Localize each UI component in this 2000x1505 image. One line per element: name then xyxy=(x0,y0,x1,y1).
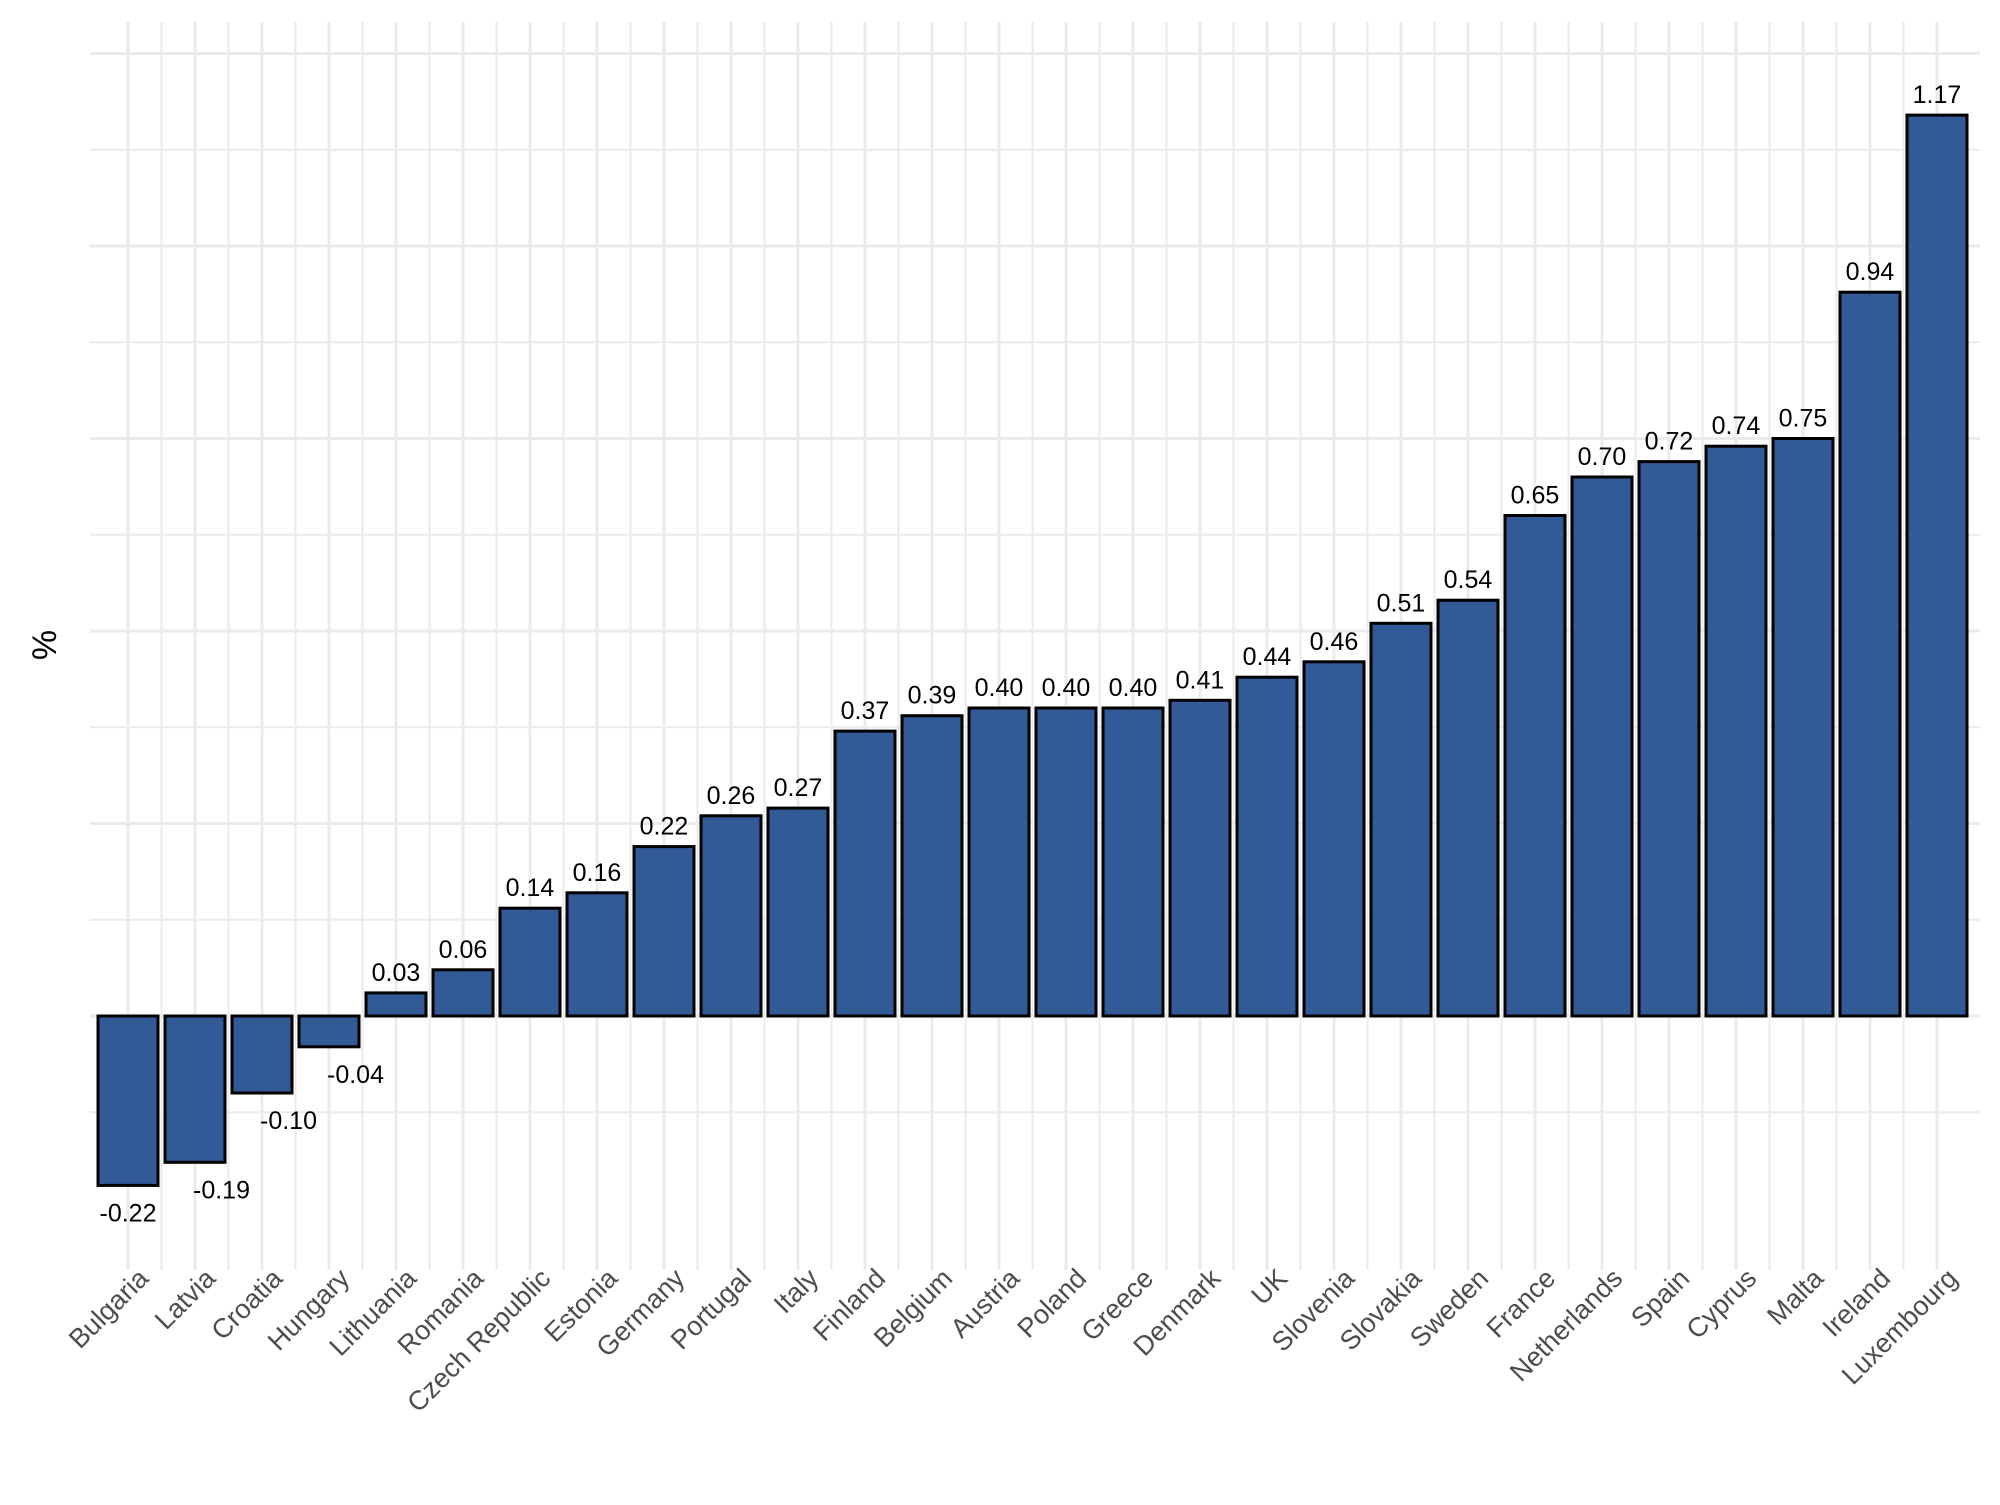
x-tick-label: UK xyxy=(1246,1263,1294,1311)
value-label: 1.17 xyxy=(1913,81,1962,109)
bar-denmark xyxy=(1170,700,1230,1016)
value-label: 0.41 xyxy=(1176,666,1225,694)
x-tick-label: Austria xyxy=(945,1262,1026,1343)
bar-portugal xyxy=(701,816,761,1016)
bar-luxembourg xyxy=(1907,115,1967,1016)
bar-slovenia xyxy=(1304,662,1364,1016)
value-label: -0.19 xyxy=(193,1176,250,1204)
value-label: 0.03 xyxy=(372,959,421,987)
value-label: 0.16 xyxy=(573,859,622,887)
value-label: 0.94 xyxy=(1846,258,1895,286)
value-label: 0.40 xyxy=(1109,674,1158,702)
bar-spain xyxy=(1639,462,1699,1016)
value-label: 0.54 xyxy=(1444,566,1493,594)
bar-latvia xyxy=(165,1016,225,1162)
x-tick-layer: BulgariaLatviaCroatiaHungaryLithuaniaRom… xyxy=(63,1262,1963,1418)
bar-ireland xyxy=(1840,292,1900,1016)
value-label: 0.46 xyxy=(1310,628,1359,656)
x-tick-label: Cyprus xyxy=(1681,1263,1763,1345)
bar-finland xyxy=(835,731,895,1016)
bar-sweden xyxy=(1438,600,1498,1016)
bar-estonia xyxy=(567,893,627,1016)
bar-cyprus xyxy=(1706,446,1766,1016)
value-label: -0.04 xyxy=(327,1061,384,1089)
y-axis-title: % xyxy=(26,630,64,660)
value-label: 0.44 xyxy=(1243,643,1292,671)
value-label: 0.37 xyxy=(841,697,890,725)
bar-greece xyxy=(1103,708,1163,1016)
bar-austria xyxy=(969,708,1029,1016)
bar-italy xyxy=(768,808,828,1016)
value-label: 0.72 xyxy=(1645,428,1694,456)
value-label: 0.74 xyxy=(1712,412,1761,440)
value-label: -0.22 xyxy=(100,1199,157,1227)
value-label: 0.51 xyxy=(1377,589,1426,617)
value-label: 0.75 xyxy=(1779,405,1828,433)
value-label: 0.06 xyxy=(439,936,488,964)
bar-belgium xyxy=(902,716,962,1016)
bar-croatia xyxy=(232,1016,292,1093)
value-label: 0.27 xyxy=(774,774,823,802)
value-label: 0.22 xyxy=(640,813,689,841)
value-label: 0.70 xyxy=(1578,443,1627,471)
value-label: 0.65 xyxy=(1511,482,1560,510)
bar-bulgaria xyxy=(98,1016,158,1185)
bar-romania xyxy=(433,970,493,1016)
bar-lithuania xyxy=(366,993,426,1016)
bar-slovakia xyxy=(1371,623,1431,1016)
value-label: 0.40 xyxy=(975,674,1024,702)
value-label: 0.26 xyxy=(707,782,756,810)
bar-malta xyxy=(1773,439,1833,1017)
value-label: 0.40 xyxy=(1042,674,1091,702)
bar-czech-republic xyxy=(500,908,560,1016)
bar-germany xyxy=(634,847,694,1016)
bar-poland xyxy=(1036,708,1096,1016)
bar-uk xyxy=(1237,677,1297,1016)
bar-hungary xyxy=(299,1016,359,1047)
value-label: 0.39 xyxy=(908,682,957,710)
x-tick-label: Bulgaria xyxy=(63,1262,155,1354)
value-label: 0.14 xyxy=(506,874,555,902)
bar-france xyxy=(1505,516,1565,1017)
value-label: -0.10 xyxy=(260,1107,317,1135)
x-tick-label: Italy xyxy=(768,1263,825,1320)
bar-netherlands xyxy=(1572,477,1632,1016)
